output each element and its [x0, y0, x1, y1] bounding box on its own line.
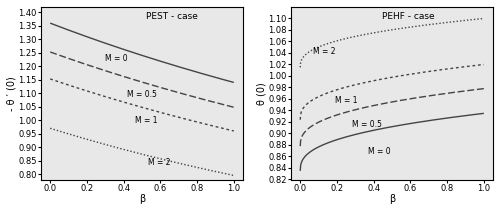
- Text: M = 0: M = 0: [106, 54, 128, 63]
- X-axis label: β: β: [389, 194, 395, 204]
- Text: M = 0.5: M = 0.5: [128, 90, 157, 99]
- Y-axis label: θ (0): θ (0): [257, 82, 267, 105]
- Text: PEHF - case: PEHF - case: [382, 12, 434, 21]
- Text: M = 2: M = 2: [313, 47, 336, 56]
- Text: M = 0: M = 0: [368, 147, 391, 156]
- Text: M = 1: M = 1: [134, 116, 157, 125]
- Text: PEST - case: PEST - case: [146, 12, 198, 21]
- X-axis label: β: β: [139, 194, 145, 204]
- Y-axis label: - θ ′ (0): - θ ′ (0): [7, 76, 17, 111]
- Text: M = 0.5: M = 0.5: [352, 120, 382, 129]
- Text: M = 2: M = 2: [148, 158, 170, 167]
- Text: M = 1: M = 1: [335, 96, 357, 105]
